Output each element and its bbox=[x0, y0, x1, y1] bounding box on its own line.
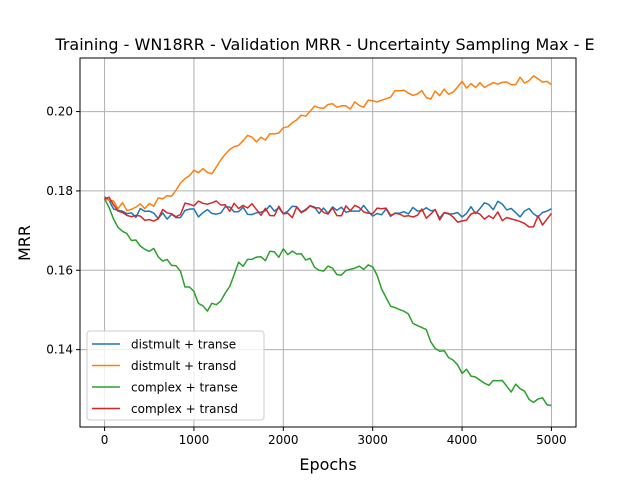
y-axis: 0.14 0.16 0.18 0.20 bbox=[46, 105, 80, 357]
legend-label: complex + transe bbox=[131, 381, 238, 395]
legend: distmult + transe distmult + transd comple… bbox=[86, 330, 265, 421]
x-axis-label: Epochs bbox=[299, 455, 356, 474]
plot-frame bbox=[79, 57, 577, 428]
legend-label: distmult + transe bbox=[131, 338, 236, 352]
y-tick-label: 0.14 bbox=[46, 343, 73, 357]
x-tick-label: 0 bbox=[101, 433, 109, 447]
x-tick-label: 4000 bbox=[447, 433, 478, 447]
x-tick-label: 1000 bbox=[179, 433, 210, 447]
chart-title: Training - WN18RR - Validation MRR - Unc… bbox=[54, 35, 594, 54]
legend-label: complex + transd bbox=[131, 402, 238, 416]
series-line-1 bbox=[104, 75, 552, 212]
x-tick-label: 2000 bbox=[268, 433, 299, 447]
legend-label: distmult + transd bbox=[131, 359, 236, 373]
legend-box bbox=[86, 330, 265, 421]
series-line-3 bbox=[104, 196, 552, 228]
y-tick-label: 0.18 bbox=[46, 184, 73, 198]
y-axis-label: MRR bbox=[15, 225, 34, 261]
series-layer bbox=[103, 75, 552, 407]
series-line-2 bbox=[103, 198, 552, 407]
x-tick-label: 3000 bbox=[357, 433, 388, 447]
grid bbox=[80, 58, 576, 427]
y-tick-label: 0.16 bbox=[46, 263, 73, 277]
x-tick-label: 5000 bbox=[536, 433, 567, 447]
y-tick-label: 0.20 bbox=[46, 105, 73, 119]
x-axis: 0 1000 2000 3000 4000 5000 bbox=[101, 427, 567, 447]
